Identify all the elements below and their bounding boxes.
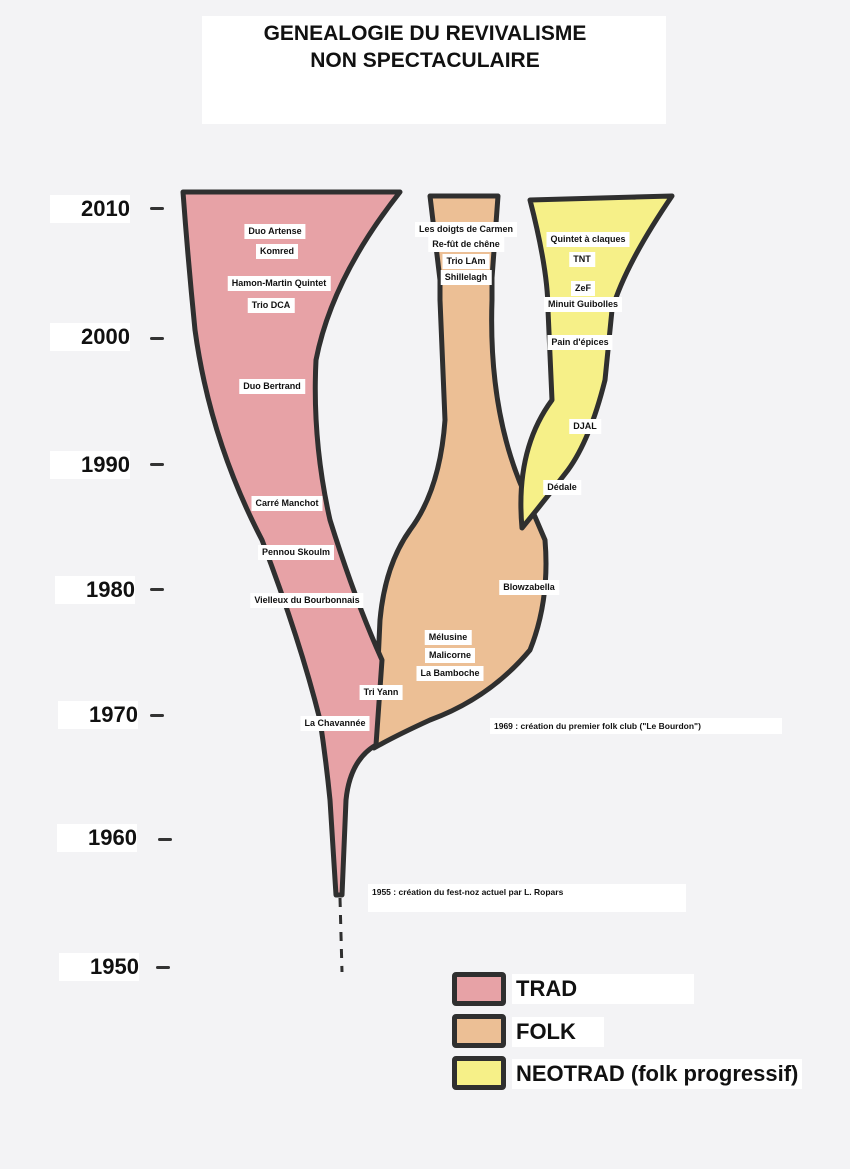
group-duo-artense: Duo Artense (244, 224, 306, 239)
group-quintet-a-claques: Quintet à claques (546, 232, 630, 247)
year-tick-1960 (158, 838, 172, 841)
group-dedale: Dédale (543, 480, 581, 495)
year-tick-1990 (150, 463, 164, 466)
legend-label-trad: TRAD (512, 974, 694, 1004)
year-label-1980: 1980 (55, 576, 135, 604)
group-tri-yann: Tri Yann (359, 685, 403, 700)
group-shillelagh: Shillelagh (440, 270, 492, 285)
group-pennou-skoulm: Pennou Skoulm (257, 545, 335, 560)
year-label-1970: 1970 (58, 701, 138, 729)
year-label-1950: 1950 (59, 953, 139, 981)
group-les-doigts-de-carmen: Les doigts de Carmen (414, 222, 518, 237)
trad-dashed-stem (338, 897, 344, 973)
legend-swatch-neotrad (452, 1056, 506, 1090)
group-hamon-martin-quintet: Hamon-Martin Quintet (227, 276, 331, 291)
group-tnt: TNT (569, 252, 595, 267)
group-malicorne: Malicorne (424, 648, 476, 663)
group-blowzabella: Blowzabella (499, 580, 559, 595)
group-vielleux-du-bourbonnais: Vielleux du Bourbonnais (250, 593, 364, 608)
legend-swatch-trad (452, 972, 506, 1006)
year-label-1960: 1960 (57, 824, 137, 852)
group-melusine: Mélusine (424, 630, 472, 645)
year-label-1990: 1990 (50, 451, 130, 479)
year-tick-1950 (156, 966, 170, 969)
note-folk-club-1969: 1969 : création du premier folk club ("L… (490, 718, 782, 734)
year-label-2000: 2000 (50, 323, 130, 351)
group-la-bamboche: La Bamboche (416, 666, 484, 681)
group-pain-d-epices: Pain d'épices (547, 335, 613, 350)
year-tick-2010 (150, 207, 164, 210)
group-re-fut-de-chene: Re-fût de chêne (428, 237, 504, 252)
year-tick-2000 (150, 337, 164, 340)
group-carre-manchot: Carré Manchot (251, 496, 323, 511)
title-line-1: GENEALOGIE DU REVIVALISME (263, 22, 587, 45)
folk-branch (371, 193, 549, 751)
year-tick-1980 (150, 588, 164, 591)
group-djal: DJAL (569, 419, 601, 434)
title-line-2: NON SPECTACULAIRE (310, 49, 540, 72)
group-duo-bertrand: Duo Bertrand (239, 379, 305, 394)
group-zef: ZeF (570, 281, 596, 296)
group-la-chavannee: La Chavannée (300, 716, 370, 731)
year-label-2010: 2010 (50, 195, 130, 223)
group-komred: Komred (255, 244, 299, 259)
group-trio-dca: Trio DCA (247, 298, 295, 313)
legend-label-neotrad: NEOTRAD (folk progressif) (512, 1059, 803, 1089)
title-box (202, 16, 666, 124)
note-fest-noz-1955: 1955 : création du fest-noz actuel par L… (368, 884, 686, 912)
legend-swatch-folk (452, 1014, 506, 1048)
legend-label-folk: FOLK (512, 1017, 604, 1047)
year-tick-1970 (150, 714, 164, 717)
group-minuit-guibolles: Minuit Guibolles (544, 297, 622, 312)
diagram-title: GENEALOGIE DU REVIVALISME NON SPECTACULA… (202, 20, 648, 74)
group-trio-lam: Trio LAm (442, 254, 490, 269)
